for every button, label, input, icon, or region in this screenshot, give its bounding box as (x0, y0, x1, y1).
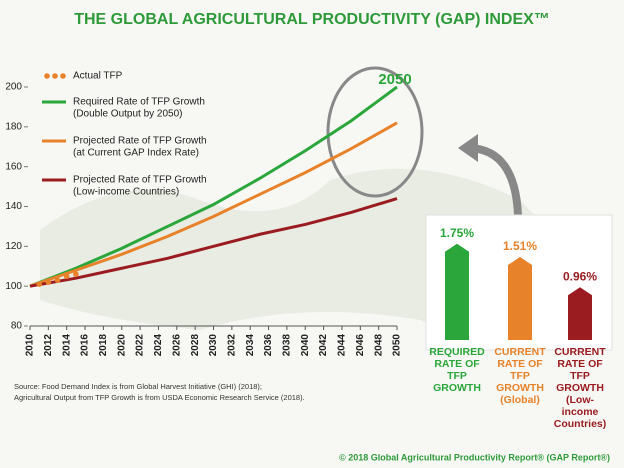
value-label: 0.96% (563, 269, 597, 283)
data-point (36, 281, 42, 287)
legend-note: (Low-income Countries) (73, 187, 179, 198)
legend-note: (at Current GAP Index Rate) (73, 148, 199, 159)
legend-swatch (44, 73, 50, 79)
data-point (73, 271, 79, 278)
x-tick-label: 2012 (43, 334, 54, 357)
highlight-ellipse (326, 66, 424, 198)
value-label: 1.51% (503, 239, 537, 253)
bar (445, 243, 469, 340)
x-tick-label: 2038 (282, 334, 293, 357)
annotation: 2050 (378, 71, 411, 88)
x-tick-label: 2036 (263, 334, 274, 357)
arrow-head (458, 134, 478, 162)
category-label: CURRENT RATE OF TFP GROWTH (Global) (494, 346, 546, 406)
legend-note: (Double Output by 2050) (73, 109, 183, 120)
source-line: Agricultural Output from TFP Growth is f… (14, 393, 305, 402)
x-tick-label: 2022 (135, 334, 146, 357)
x-tick-label: 2026 (171, 334, 182, 357)
x-tick-label: 2040 (300, 334, 311, 357)
legend-label: Actual TFP (73, 71, 123, 82)
x-tick-label: 2030 (208, 334, 219, 357)
data-point (54, 277, 61, 283)
legend-label: Projected Rate of TFP Growth (73, 136, 207, 147)
x-tick-label: 2018 (98, 334, 109, 357)
y-tick-label: 160 (5, 161, 22, 172)
y-tick-label: 180 (5, 121, 22, 132)
y-tick-label: 80 (11, 321, 23, 332)
legend-swatch (52, 73, 58, 79)
x-tick-label: 2028 (190, 334, 201, 357)
y-tick-label: 140 (5, 201, 22, 212)
x-tick-label: 2024 (153, 334, 164, 357)
data-line (29, 197, 398, 288)
bar (568, 287, 592, 340)
x-tick-label: 2034 (245, 334, 256, 357)
category-label: CURRENT RATE OF TFP GROWTH (Low-income C… (553, 346, 607, 430)
x-tick-label: 2042 (318, 334, 329, 357)
category-label: REQUIRED RATE OF TFP GROWTH (429, 346, 485, 394)
chart-title: THE GLOBAL AGRICULTURAL PRODUCTIVITY (GA… (74, 11, 550, 28)
x-tick-label: 2046 (355, 334, 366, 357)
y-tick-label: 100 (5, 281, 22, 292)
legend-label: Projected Rate of TFP Growth (73, 175, 207, 186)
legend-swatch (60, 73, 66, 79)
source-line: Source: Food Demand Index is from Global… (14, 382, 262, 391)
x-tick-label: 2014 (61, 334, 72, 357)
x-tick-label: 2048 (373, 334, 384, 357)
data-point (45, 279, 52, 285)
data-point (63, 273, 70, 280)
footer: © 2018 Global Agricultural Productivity … (339, 452, 610, 462)
x-tick-label: 2020 (116, 334, 127, 357)
legend-label: Required Rate of TFP Growth (73, 97, 205, 108)
x-tick-label: 2010 (25, 334, 36, 357)
x-tick-label: 2032 (226, 334, 237, 357)
y-tick-label: 200 (5, 82, 22, 93)
x-tick-label: 2050 (392, 334, 403, 357)
data-line (29, 121, 398, 288)
arrow-shaft (469, 144, 522, 216)
y-tick-label: 120 (5, 241, 22, 252)
x-tick-label: 2016 (80, 334, 91, 357)
x-tick-label: 2044 (337, 334, 348, 357)
data-line (29, 85, 398, 288)
bar (508, 256, 532, 340)
value-label: 1.75% (440, 226, 474, 240)
